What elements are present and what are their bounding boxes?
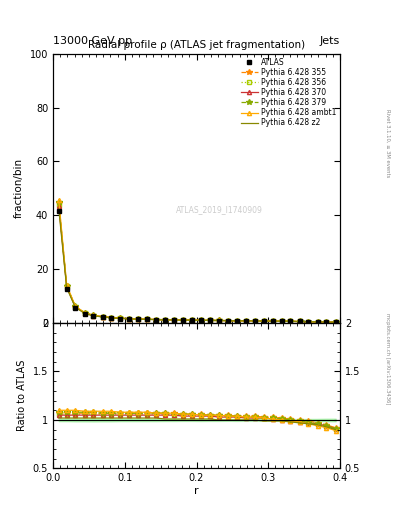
ATLAS — [288, 318, 293, 325]
ATLAS — [73, 305, 78, 311]
Title: Radial profile ρ (ATLAS jet fragmentation): Radial profile ρ (ATLAS jet fragmentatio… — [88, 40, 305, 50]
ATLAS — [198, 317, 203, 324]
Text: mcplots.cern.ch [arXiv:1306.3436]: mcplots.cern.ch [arXiv:1306.3436] — [385, 313, 390, 404]
ATLAS — [324, 319, 329, 325]
ATLAS — [244, 318, 248, 324]
ATLAS — [262, 318, 266, 324]
ATLAS — [82, 310, 87, 316]
Line: ATLAS: ATLAS — [56, 209, 338, 325]
ATLAS — [208, 317, 213, 324]
ATLAS — [57, 208, 61, 215]
ATLAS — [306, 318, 311, 325]
ATLAS — [234, 317, 239, 324]
ATLAS — [100, 314, 105, 320]
ATLAS — [145, 316, 149, 323]
Text: ATLAS_2019_I1740909: ATLAS_2019_I1740909 — [176, 205, 263, 215]
ATLAS — [252, 318, 257, 324]
ATLAS — [270, 318, 275, 324]
ATLAS — [109, 315, 114, 321]
Y-axis label: fraction/bin: fraction/bin — [14, 158, 24, 219]
ATLAS — [118, 315, 123, 322]
ATLAS — [333, 319, 338, 325]
ATLAS — [298, 318, 302, 325]
ATLAS — [190, 317, 195, 324]
ATLAS — [163, 317, 167, 323]
ATLAS — [172, 317, 176, 323]
Text: 13000 GeV pp: 13000 GeV pp — [53, 36, 132, 46]
Y-axis label: Ratio to ATLAS: Ratio to ATLAS — [17, 360, 27, 432]
Text: Rivet 3.1.10, ≥ 3M events: Rivet 3.1.10, ≥ 3M events — [385, 109, 390, 178]
ATLAS — [217, 317, 221, 324]
ATLAS — [127, 316, 131, 322]
ATLAS — [64, 285, 69, 291]
Legend: ATLAS, Pythia 6.428 355, Pythia 6.428 356, Pythia 6.428 370, Pythia 6.428 379, P: ATLAS, Pythia 6.428 355, Pythia 6.428 35… — [239, 56, 338, 129]
ATLAS — [136, 316, 141, 323]
ATLAS — [91, 313, 95, 319]
X-axis label: r: r — [194, 486, 199, 496]
ATLAS — [180, 317, 185, 323]
ATLAS — [315, 318, 320, 325]
ATLAS — [154, 316, 159, 323]
ATLAS — [279, 318, 284, 324]
Text: Jets: Jets — [320, 36, 340, 46]
ATLAS — [226, 317, 230, 324]
